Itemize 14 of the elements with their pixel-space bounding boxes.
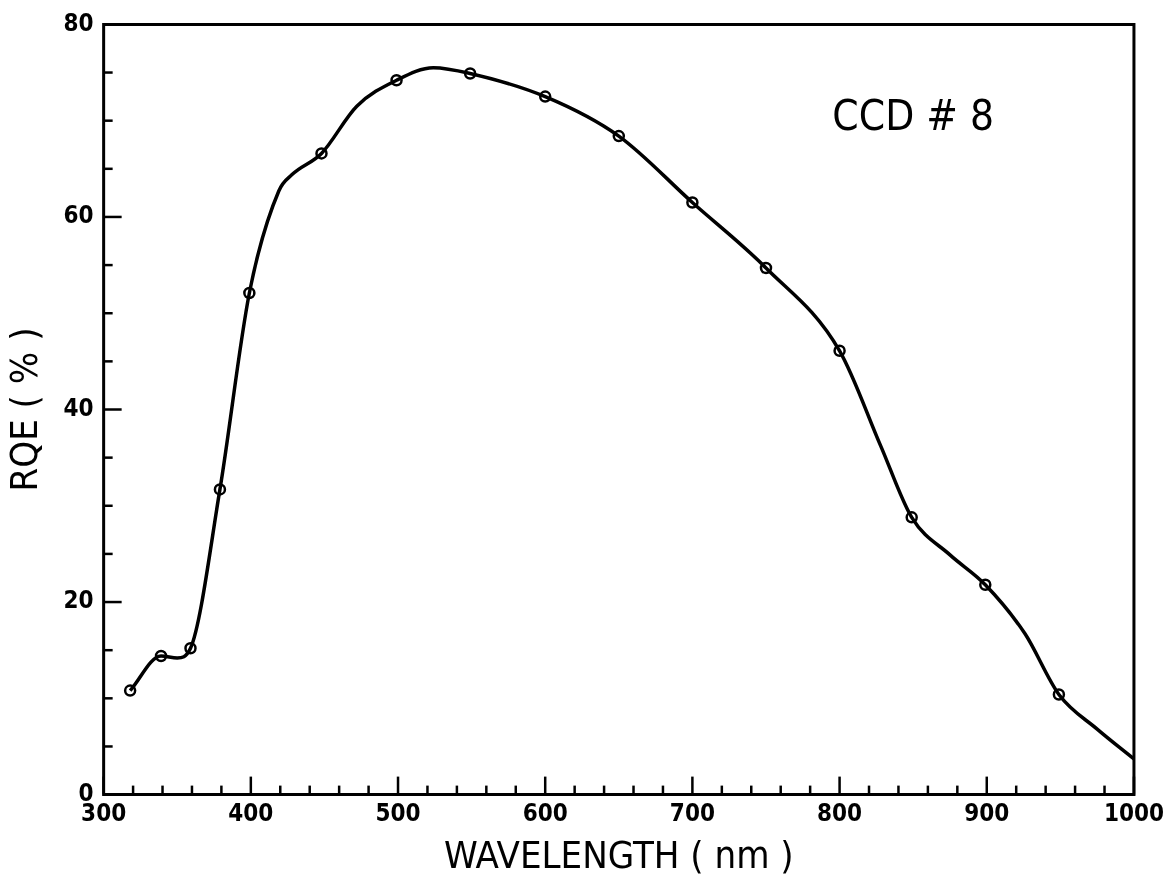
y-tick-label: 40 — [63, 393, 94, 422]
x-tick-label: 500 — [375, 799, 421, 828]
y-tick-label: 60 — [63, 201, 94, 230]
y-axis-title: RQE ( % ) — [1, 327, 46, 492]
x-axis-title: WAVELENGTH ( nm ) — [443, 833, 794, 878]
x-tick-label: 400 — [228, 799, 274, 828]
y-tick-label: 80 — [63, 8, 94, 37]
annotation: CCD # 8 — [832, 91, 994, 141]
y-tick-label: 20 — [63, 586, 94, 615]
x-tick-label: 800 — [817, 799, 863, 828]
x-tick-label: 1000 — [1103, 799, 1164, 828]
x-tick-label: 600 — [522, 799, 568, 828]
x-tick-label: 900 — [964, 799, 1010, 828]
x-tick-label: 700 — [669, 799, 715, 828]
